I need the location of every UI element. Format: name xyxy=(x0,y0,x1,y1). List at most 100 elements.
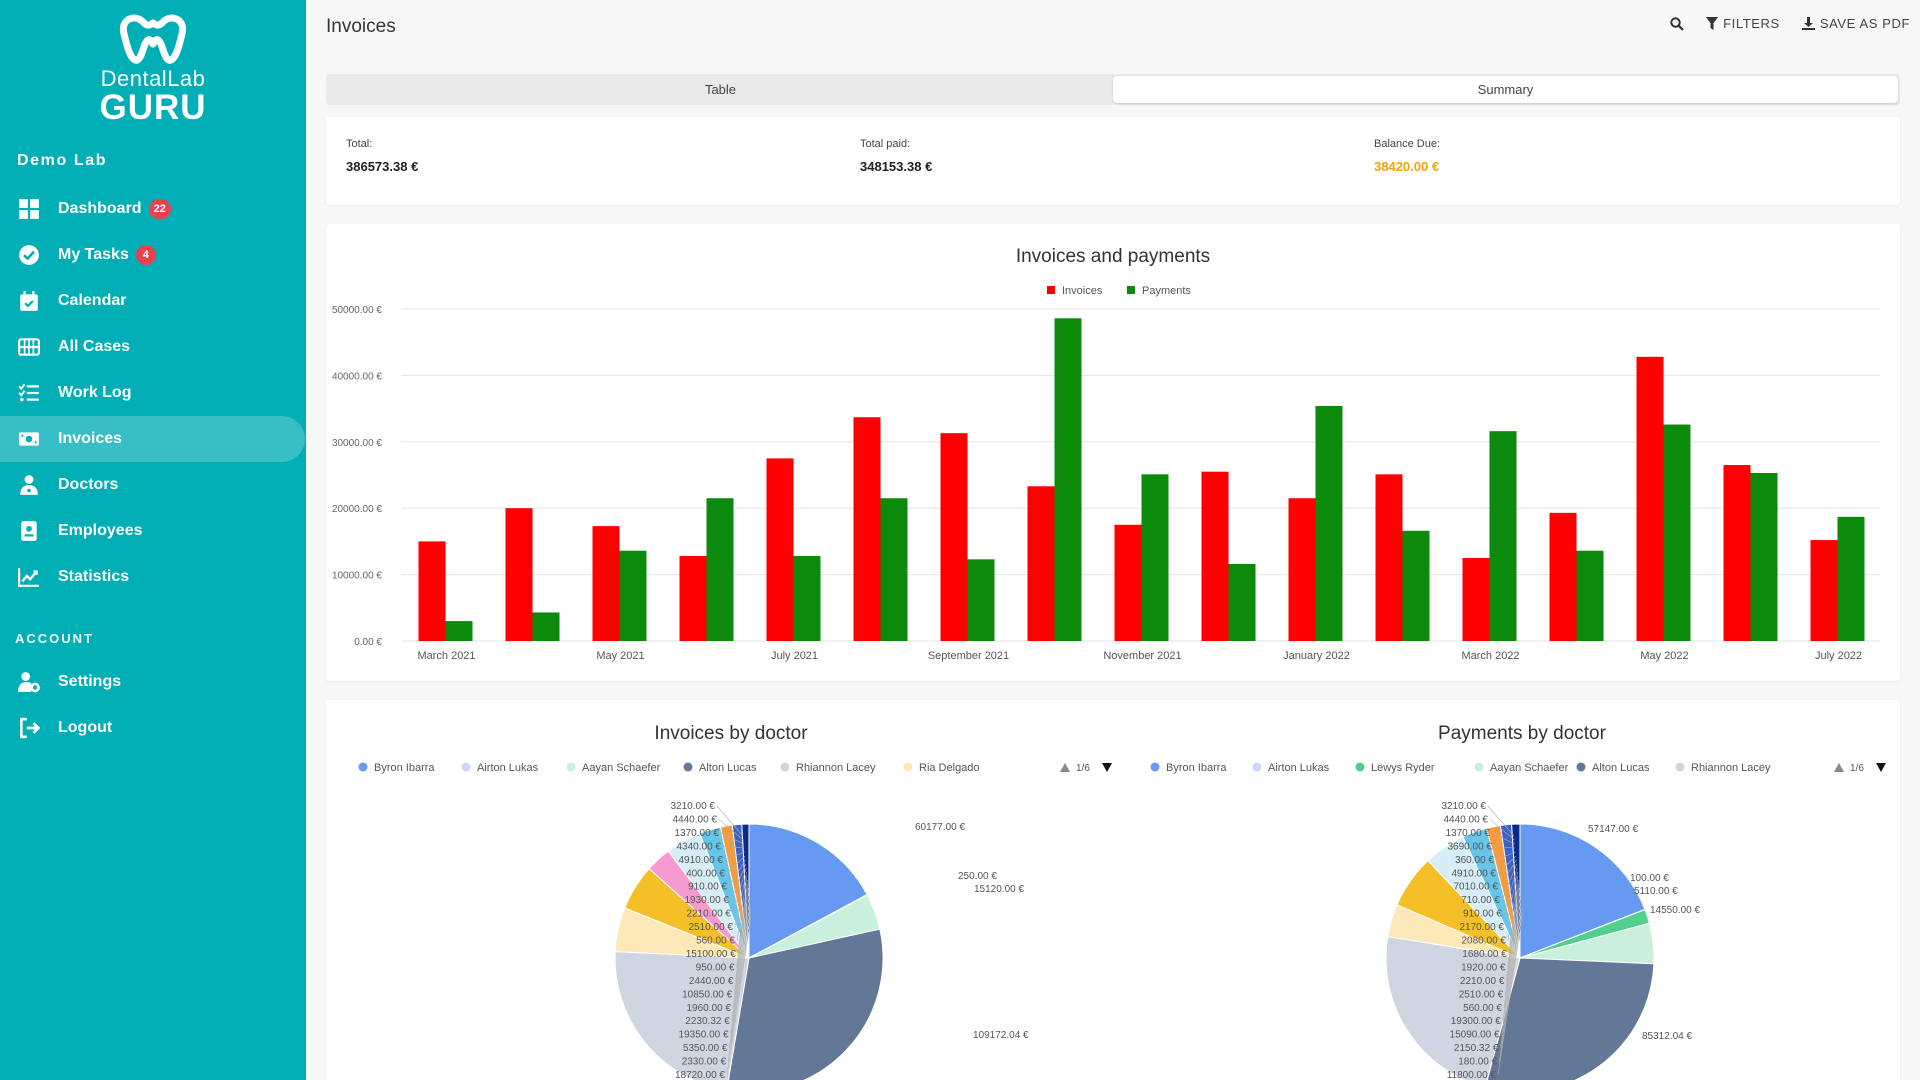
sidebar-item-label: Statistics xyxy=(58,568,130,585)
pie-leader-line xyxy=(1507,883,1520,968)
doctor-icon xyxy=(20,475,38,495)
sidebar-item-employees[interactable]: Employees xyxy=(0,508,306,554)
save-pdf-button[interactable]: SAVE AS PDF xyxy=(1801,16,1910,31)
count-badge: 22 xyxy=(148,199,171,219)
sidebar-item-all-cases[interactable]: All Cases xyxy=(0,324,306,370)
x-tick-label: July 2022 xyxy=(1815,650,1862,662)
pie-value-label: 950.00 € xyxy=(696,962,735,973)
doctor-pie-charts: Invoices by doctor Byron Ibarra Airton Luk… xyxy=(358,723,1886,1080)
paid-block: Total paid: 348153.38 € xyxy=(860,138,932,174)
pie-value-label: 2150.32 € xyxy=(1454,1043,1499,1054)
pie-value-label: 910.00 € xyxy=(1463,909,1502,920)
legend-label: Alton Lucas xyxy=(1592,762,1650,774)
sidebar-item-my-tasks[interactable]: My Tasks 4 xyxy=(0,232,306,278)
y-tick-label: 0.00 € xyxy=(354,637,382,648)
bar-invoices xyxy=(505,508,533,641)
check-circle-icon xyxy=(19,245,39,265)
search-button[interactable] xyxy=(1670,16,1684,31)
bar-payments xyxy=(1750,473,1778,641)
balance-due-value: 38420.00 € xyxy=(1374,159,1440,174)
pie-value-label: 1680.00 € xyxy=(1462,949,1507,960)
tab-table-label: Table xyxy=(704,82,737,97)
toolbar: FILTERS SAVE AS PDF xyxy=(1670,16,1910,31)
pie-value-label: 10850.00 € xyxy=(682,989,732,1000)
sidebar-item-doctors[interactable]: Doctors xyxy=(0,462,306,508)
pie-value-label: 3690.00 € xyxy=(1448,841,1493,852)
bar-invoices xyxy=(1201,471,1229,641)
pie-leader-line xyxy=(716,805,744,837)
pie-leader-line xyxy=(1489,819,1515,841)
pie-leader-line xyxy=(1508,879,1519,954)
pie-leader-line xyxy=(724,851,745,861)
pie-value-label: 180.00 € xyxy=(1458,1057,1497,1068)
pie-leader-line xyxy=(1498,911,1522,1062)
pie-value-label: 15100.00 € xyxy=(686,949,736,960)
filters-button[interactable]: FILTERS xyxy=(1706,16,1780,31)
pie-leader-line xyxy=(1506,887,1520,981)
pie-leader-line xyxy=(1491,832,1515,845)
sidebar-item-work-log[interactable]: Work Log xyxy=(0,370,306,416)
sidebar: DentalLab GURU Demo Lab Dashboard 22 My Ta… xyxy=(0,0,306,1080)
pie-leader-line xyxy=(1502,899,1521,1022)
x-tick-label: January 2022 xyxy=(1283,650,1350,662)
brand-line2: GURU xyxy=(99,88,207,127)
pie-value-label: 250.00 € xyxy=(958,871,997,882)
legend-dot xyxy=(683,762,693,772)
bar-payments xyxy=(1402,530,1430,641)
legend-label: Byron Ibarra xyxy=(1166,762,1227,774)
y-tick-label: 20000.00 € xyxy=(332,504,382,515)
sidebar-item-statistics[interactable]: Statistics xyxy=(0,554,306,600)
pie-value-label: 14550.00 € xyxy=(1650,905,1700,916)
lab-name: Demo Lab xyxy=(17,152,108,169)
legend-page: 1/6 xyxy=(1850,763,1864,774)
sidebar-item-settings[interactable]: Settings xyxy=(0,659,306,705)
sidebar-item-calendar[interactable]: Calendar xyxy=(0,278,306,324)
bar-payments xyxy=(532,612,560,641)
account-section-label: ACCOUNT xyxy=(15,631,94,646)
cases-icon xyxy=(18,338,40,356)
sidebar-item-invoices[interactable]: Invoices xyxy=(0,416,305,462)
doctor-icon-wrap xyxy=(18,474,40,496)
tab-summary[interactable]: Summary xyxy=(1113,76,1898,103)
pie-value-label: 4440.00 € xyxy=(1444,814,1489,825)
sidebar-item-dashboard[interactable]: Dashboard 22 xyxy=(0,186,306,232)
pie-value-label: 18720.00 € xyxy=(675,1070,725,1080)
y-tick-label: 30000.00 € xyxy=(332,438,382,449)
pie-value-label: 560.00 € xyxy=(696,936,735,947)
pie-leader-line xyxy=(730,903,751,1035)
pie-leader-line xyxy=(736,883,749,968)
count-badge: 4 xyxy=(135,245,156,265)
pie-leader-line xyxy=(732,895,750,1008)
bar-invoices xyxy=(1375,474,1403,641)
legend-label-invoices: Invoices xyxy=(1062,285,1103,297)
bar-payments xyxy=(1141,474,1169,641)
pie-value-label: 2210.00 € xyxy=(687,909,732,920)
sidebar-item-logout[interactable]: Logout xyxy=(0,705,306,751)
pie-value-label: 85312.04 € xyxy=(1642,1031,1692,1042)
pie-value-label: 710.00 € xyxy=(1461,895,1500,906)
main-content: Invoices FILTERS SAVE AS PDF Table Summa… xyxy=(306,0,1920,1080)
pie-value-label: 11800.00 € xyxy=(1447,1070,1497,1080)
pie-value-label: 2210.00 € xyxy=(1460,976,1505,987)
bar-invoices xyxy=(766,458,794,641)
pie-value-label: 4440.00 € xyxy=(673,814,718,825)
y-tick-label: 10000.00 € xyxy=(332,571,382,582)
bar-payments xyxy=(793,556,821,641)
total-paid-value: 348153.38 € xyxy=(860,159,933,174)
x-tick-label: May 2021 xyxy=(596,650,644,662)
invoices-payments-chart: Invoices and payments Invoices Payments 0.0… xyxy=(332,246,1880,662)
pie-leader-line xyxy=(732,867,747,914)
user-cog-icon xyxy=(18,672,40,693)
bar-payments xyxy=(706,498,734,641)
sidebar-item-label: Employees xyxy=(58,522,143,539)
pie-value-label: 57147.00 € xyxy=(1588,824,1638,835)
pie-title: Payments by doctor xyxy=(1438,723,1607,744)
pie-leader-line xyxy=(1493,846,1516,849)
calendar-icon-wrap xyxy=(18,290,40,312)
brand-logo[interactable]: DentalLab GURU xyxy=(0,12,306,127)
tab-table[interactable]: Table xyxy=(328,76,1113,103)
bar-invoices xyxy=(853,417,881,641)
total-paid-label: Total paid: xyxy=(860,138,911,150)
bar-invoices xyxy=(1114,524,1142,641)
pie-slice xyxy=(1519,823,1646,959)
